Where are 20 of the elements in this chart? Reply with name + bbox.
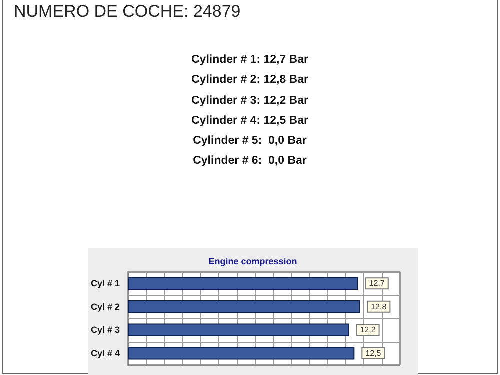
text: Cylinder # 3: 12,2 Bar <box>190 94 310 109</box>
y-tick-label: Cyl # 3 <box>90 325 120 336</box>
text: Cylinder # 6: 0,0 Bar <box>192 154 308 170</box>
bar <box>128 300 360 314</box>
y-tick-label: Cyl # 1 <box>90 278 120 289</box>
data-label: 12,2 <box>360 326 376 335</box>
data-label: 12,5 <box>366 348 382 358</box>
text: Cylinder # 1: 12,7 Bar <box>190 53 310 68</box>
text: NUMERO DE COCHE: 24879 <box>14 2 241 22</box>
text: Cylinder # 4: 12,5 Bar <box>190 114 310 129</box>
bar <box>128 346 355 360</box>
y-tick-label: Cyl # 2 <box>90 302 120 312</box>
bar <box>128 277 358 290</box>
text: Cylinder # 5: 0,0 Bar <box>192 134 308 150</box>
text: Cylinder # 2: 12,8 Bar <box>190 73 310 88</box>
chart-title: Engine compression <box>208 256 298 266</box>
bar <box>128 324 350 337</box>
data-label: 12,7 <box>369 279 386 288</box>
data-label: 12,8 <box>371 302 388 312</box>
y-tick-label: Cyl # 4 <box>90 348 120 358</box>
